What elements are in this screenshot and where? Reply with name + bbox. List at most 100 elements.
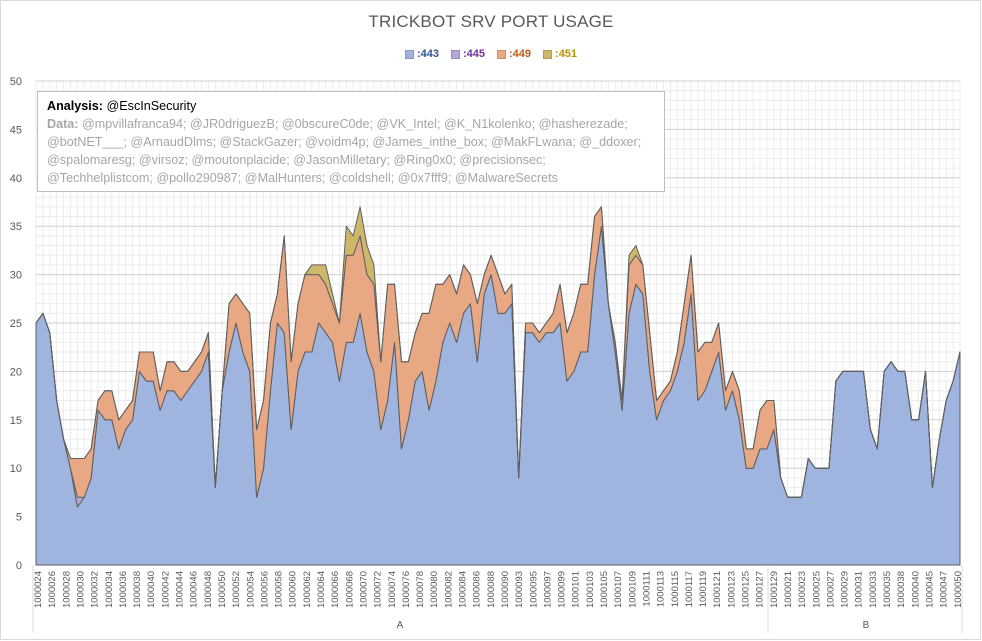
x-tick-label: 1000093 bbox=[514, 571, 525, 608]
x-tick-label: 1000107 bbox=[613, 571, 624, 608]
x-tick-label: 1000068 bbox=[344, 571, 355, 608]
y-tick-label: 5 bbox=[16, 512, 22, 524]
y-tick-label: 15 bbox=[10, 415, 22, 427]
x-tick-label: 1000058 bbox=[274, 571, 285, 608]
y-tick-label: 50 bbox=[10, 76, 22, 88]
x-tick-label: 1000050 bbox=[217, 571, 228, 608]
x-tick-label: 1000028 bbox=[61, 571, 72, 608]
x-tick-label: 1000095 bbox=[528, 571, 539, 608]
legend-label: :445 bbox=[462, 48, 485, 60]
x-tick-label: 1000031 bbox=[854, 571, 865, 608]
x-tick-label: 1000103 bbox=[585, 571, 596, 608]
series-area bbox=[35, 206, 961, 498]
x-tick-label: 1000076 bbox=[401, 571, 412, 608]
legend-label: :443 bbox=[416, 48, 439, 60]
x-tick-label: 1000115 bbox=[670, 571, 681, 607]
x-tick-label: 1000054 bbox=[245, 571, 256, 608]
x-tick-label: 1000125 bbox=[741, 571, 752, 608]
x-tick-label: 1000129 bbox=[769, 571, 780, 608]
x-tick-label: 1000040 bbox=[146, 571, 157, 608]
x-tick-label: 1000072 bbox=[373, 571, 384, 608]
data-label: Data: bbox=[47, 117, 79, 131]
x-tick-label: 1000056 bbox=[259, 571, 270, 608]
y-tick-label: 35 bbox=[10, 221, 22, 233]
legend-item: :443 bbox=[404, 48, 439, 60]
legend-item: :449 bbox=[497, 48, 531, 60]
x-tick-label: 1000097 bbox=[542, 571, 553, 608]
y-tick-label: 10 bbox=[10, 463, 22, 475]
x-tick-label: 1000038 bbox=[132, 571, 143, 608]
x-tick-label: 1000034 bbox=[104, 571, 115, 608]
y-tick-label: 0 bbox=[16, 560, 22, 572]
x-tick-label: 1000047 bbox=[939, 571, 950, 608]
x-tick-label: 1000044 bbox=[175, 571, 186, 608]
x-tick-label: 1000038 bbox=[896, 571, 907, 608]
x-group-label: B bbox=[863, 620, 870, 631]
x-tick-label: 1000036 bbox=[118, 571, 129, 608]
x-tick-label: 1000070 bbox=[358, 571, 369, 608]
x-tick-label: 1000078 bbox=[415, 571, 426, 608]
x-tick-label: 1000035 bbox=[882, 571, 893, 608]
x-tick-label: 1000084 bbox=[458, 571, 469, 608]
legend-label: :449 bbox=[509, 48, 532, 60]
data-value: @mpvillafranca94; @JR0driguezB; @0bscure… bbox=[47, 117, 642, 185]
x-tick-label: 1000064 bbox=[316, 571, 327, 608]
y-tick-label: 45 bbox=[10, 124, 22, 136]
x-tick-label: 1000025 bbox=[811, 571, 822, 608]
x-tick-label: 1000046 bbox=[189, 571, 200, 608]
y-tick-label: 20 bbox=[10, 366, 22, 378]
x-tick-label: 1000080 bbox=[429, 571, 440, 608]
legend-swatch bbox=[497, 49, 506, 59]
x-tick-label: 1000023 bbox=[797, 571, 808, 608]
analysis-value: @EscInSecurity bbox=[106, 99, 197, 113]
chart-title: TRICKBOT SRV PORT USAGE bbox=[368, 12, 614, 31]
x-tick-label: 1000074 bbox=[387, 571, 398, 608]
x-tick-label: 1000050 bbox=[953, 571, 964, 608]
x-tick-label: 1000105 bbox=[599, 571, 610, 608]
x-tick-label: 1000021 bbox=[783, 571, 794, 608]
x-tick-label: 1000040 bbox=[910, 571, 921, 608]
x-tick-label: 1000062 bbox=[302, 571, 313, 608]
x-tick-label: 1000045 bbox=[924, 571, 935, 608]
x-tick-label: 1000060 bbox=[288, 571, 299, 608]
x-tick-label: 1000101 bbox=[571, 571, 582, 608]
y-tick-label: 40 bbox=[10, 173, 22, 185]
x-tick-label: 1000121 bbox=[712, 571, 723, 608]
x-tick-label: 1000123 bbox=[726, 571, 737, 608]
legend-swatch bbox=[404, 49, 414, 59]
x-tick-label: 1000119 bbox=[698, 571, 709, 607]
x-tick-label: 1000024 bbox=[33, 571, 44, 608]
x-tick-label: 1000033 bbox=[868, 571, 879, 608]
x-tick-label: 1000048 bbox=[203, 571, 214, 608]
x-group-label: A bbox=[397, 620, 404, 631]
legend-swatch bbox=[450, 49, 460, 59]
x-tick-label: 1000090 bbox=[500, 571, 511, 608]
legend: :443 :445 :449 :451 bbox=[0, 48, 982, 60]
x-tick-label: 1000026 bbox=[47, 571, 58, 608]
x-tick-label: 1000109 bbox=[627, 571, 638, 608]
y-tick-label: 30 bbox=[10, 270, 22, 282]
legend-item: :445 bbox=[450, 48, 485, 60]
x-tick-label: 1000029 bbox=[840, 571, 851, 608]
analysis-label: Analysis: bbox=[47, 99, 103, 113]
legend-swatch bbox=[543, 49, 553, 59]
legend-label: :451 bbox=[555, 48, 578, 60]
legend-item: :451 bbox=[543, 48, 577, 60]
x-tick-label: 1000099 bbox=[557, 571, 568, 608]
x-tick-label: 1000117 bbox=[684, 571, 695, 607]
x-tick-label: 1000113 bbox=[656, 571, 667, 607]
x-tick-label: 1000066 bbox=[330, 571, 341, 608]
x-tick-label: 1000088 bbox=[486, 571, 497, 608]
x-tick-label: 1000086 bbox=[472, 571, 483, 608]
x-tick-label: 1000042 bbox=[160, 571, 171, 608]
x-tick-label: 1000127 bbox=[755, 571, 766, 608]
x-tick-label: 1000052 bbox=[231, 571, 242, 608]
x-tick-label: 1000111 bbox=[641, 571, 652, 607]
annotation-box: Analysis: @EscInSecurity Data: @mpvillaf… bbox=[37, 91, 665, 192]
x-tick-label: 1000030 bbox=[75, 571, 86, 608]
x-tick-label: 1000027 bbox=[825, 571, 836, 608]
x-tick-label: 1000082 bbox=[443, 571, 454, 608]
y-tick-label: 25 bbox=[10, 318, 22, 330]
